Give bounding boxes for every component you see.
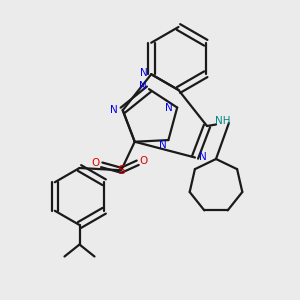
Text: N: N [140,68,148,78]
Text: N: N [159,140,167,150]
Text: N: N [165,103,173,112]
Text: O: O [140,156,148,166]
Text: NH: NH [215,116,231,127]
Text: N: N [110,105,118,115]
Text: S: S [117,164,125,177]
Text: N: N [139,80,147,91]
Text: O: O [92,158,100,168]
Text: N: N [199,152,206,163]
